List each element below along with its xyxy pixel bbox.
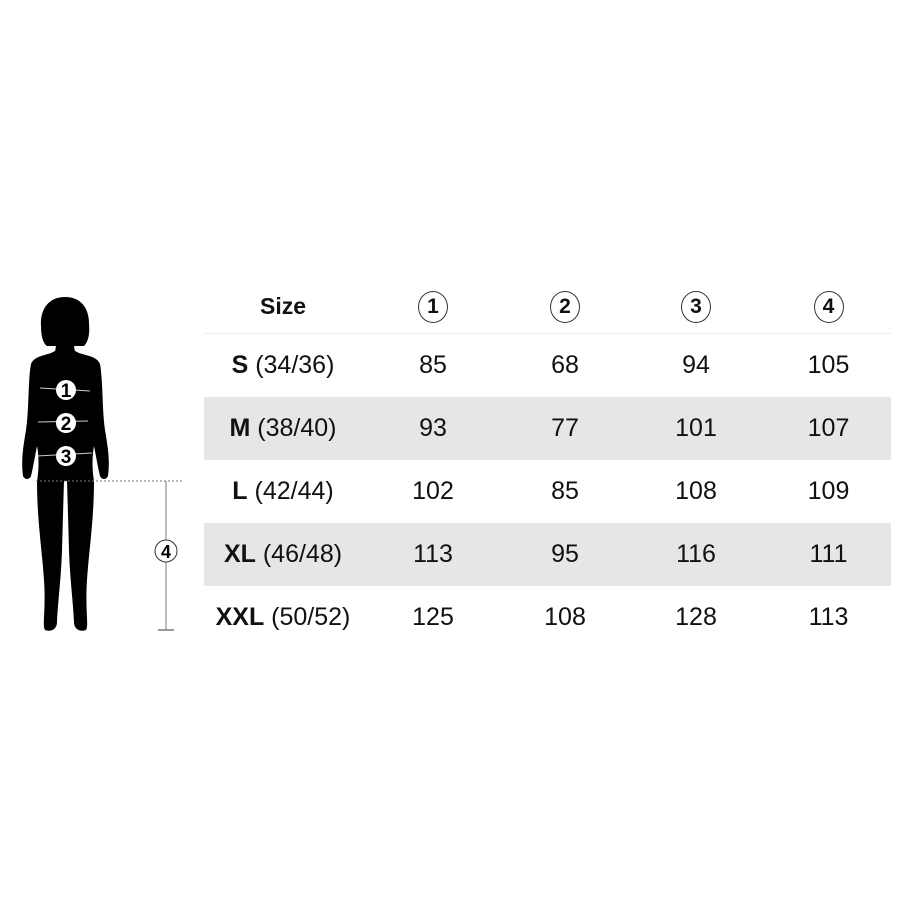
measurement-3-value: 108 [675, 477, 717, 505]
size-header: Size [259, 293, 307, 319]
table-row: XXL (50/52) 125 108 128 113 [204, 586, 891, 649]
eu-size: (34/36) [255, 351, 335, 379]
svg-text:4: 4 [161, 542, 171, 562]
measurement-2-value: 68 [551, 351, 579, 379]
eu-size: (50/52) [271, 603, 351, 631]
measurement-4-header: 4 [813, 290, 844, 323]
measurement-3-value: 128 [675, 603, 717, 631]
size-code: L [232, 477, 248, 505]
measurement-1-value: 85 [419, 351, 447, 379]
eu-size: (38/40) [257, 414, 337, 442]
measurement-4-value: 111 [809, 540, 848, 568]
marker-3: 3 [56, 446, 76, 468]
size-chart-table: Size 1 2 3 4 S (34/36) 85 68 94 105 M (38/40)… [204, 280, 891, 649]
measurement-1-value: 102 [412, 477, 454, 505]
measurement-1-header: 1 [418, 290, 448, 323]
measurement-4-value: 113 [808, 603, 849, 631]
marker-4: 4 [154, 539, 178, 563]
measurement-2-value: 77 [551, 414, 579, 442]
size-code: XXL [215, 603, 265, 631]
svg-text:3: 3 [61, 447, 72, 468]
measurement-1-value: 93 [419, 414, 447, 442]
table-row: M (38/40) 93 77 101 107 [204, 397, 891, 460]
measurement-3-value: 116 [676, 540, 716, 568]
eu-size: (42/44) [254, 477, 334, 505]
measurement-3-value: 94 [682, 351, 710, 379]
measurement-2-value: 85 [551, 477, 579, 505]
measurement-3-header: 3 [681, 290, 711, 323]
measurement-4-value: 109 [807, 477, 850, 505]
size-cell: L (42/44) [204, 477, 362, 506]
svg-text:2: 2 [61, 414, 72, 435]
size-cell: M (38/40) [204, 414, 362, 443]
measurement-4-value: 107 [807, 414, 850, 442]
table-header: Size 1 2 3 4 [204, 280, 891, 334]
size-code: S [231, 351, 249, 379]
size-code: XL [223, 540, 256, 568]
measurement-1-value: 125 [412, 603, 454, 631]
body-silhouette-diagram: 1 2 3 4 [22, 297, 184, 631]
size-cell: XXL (50/52) [204, 603, 362, 632]
marker-1: 1 [56, 380, 76, 402]
table-row: XL (46/48) 113 95 116 111 [204, 523, 891, 586]
eu-size: (46/48) [262, 540, 343, 568]
measurement-2-value: 95 [551, 540, 579, 568]
measurement-2-header: 2 [550, 290, 580, 323]
svg-text:1: 1 [61, 381, 72, 402]
size-cell: S (34/36) [204, 351, 362, 380]
measurement-4-value: 105 [807, 351, 850, 379]
measurement-2-value: 108 [544, 603, 586, 631]
size-cell: XL (46/48) [204, 540, 362, 569]
table-row: L (42/44) 102 85 108 109 [204, 460, 891, 523]
size-code: M [229, 414, 251, 442]
marker-2: 2 [56, 413, 76, 435]
table-row: S (34/36) 85 68 94 105 [204, 334, 891, 397]
measurement-1-value: 113 [413, 540, 453, 568]
measurement-3-value: 101 [675, 414, 717, 442]
